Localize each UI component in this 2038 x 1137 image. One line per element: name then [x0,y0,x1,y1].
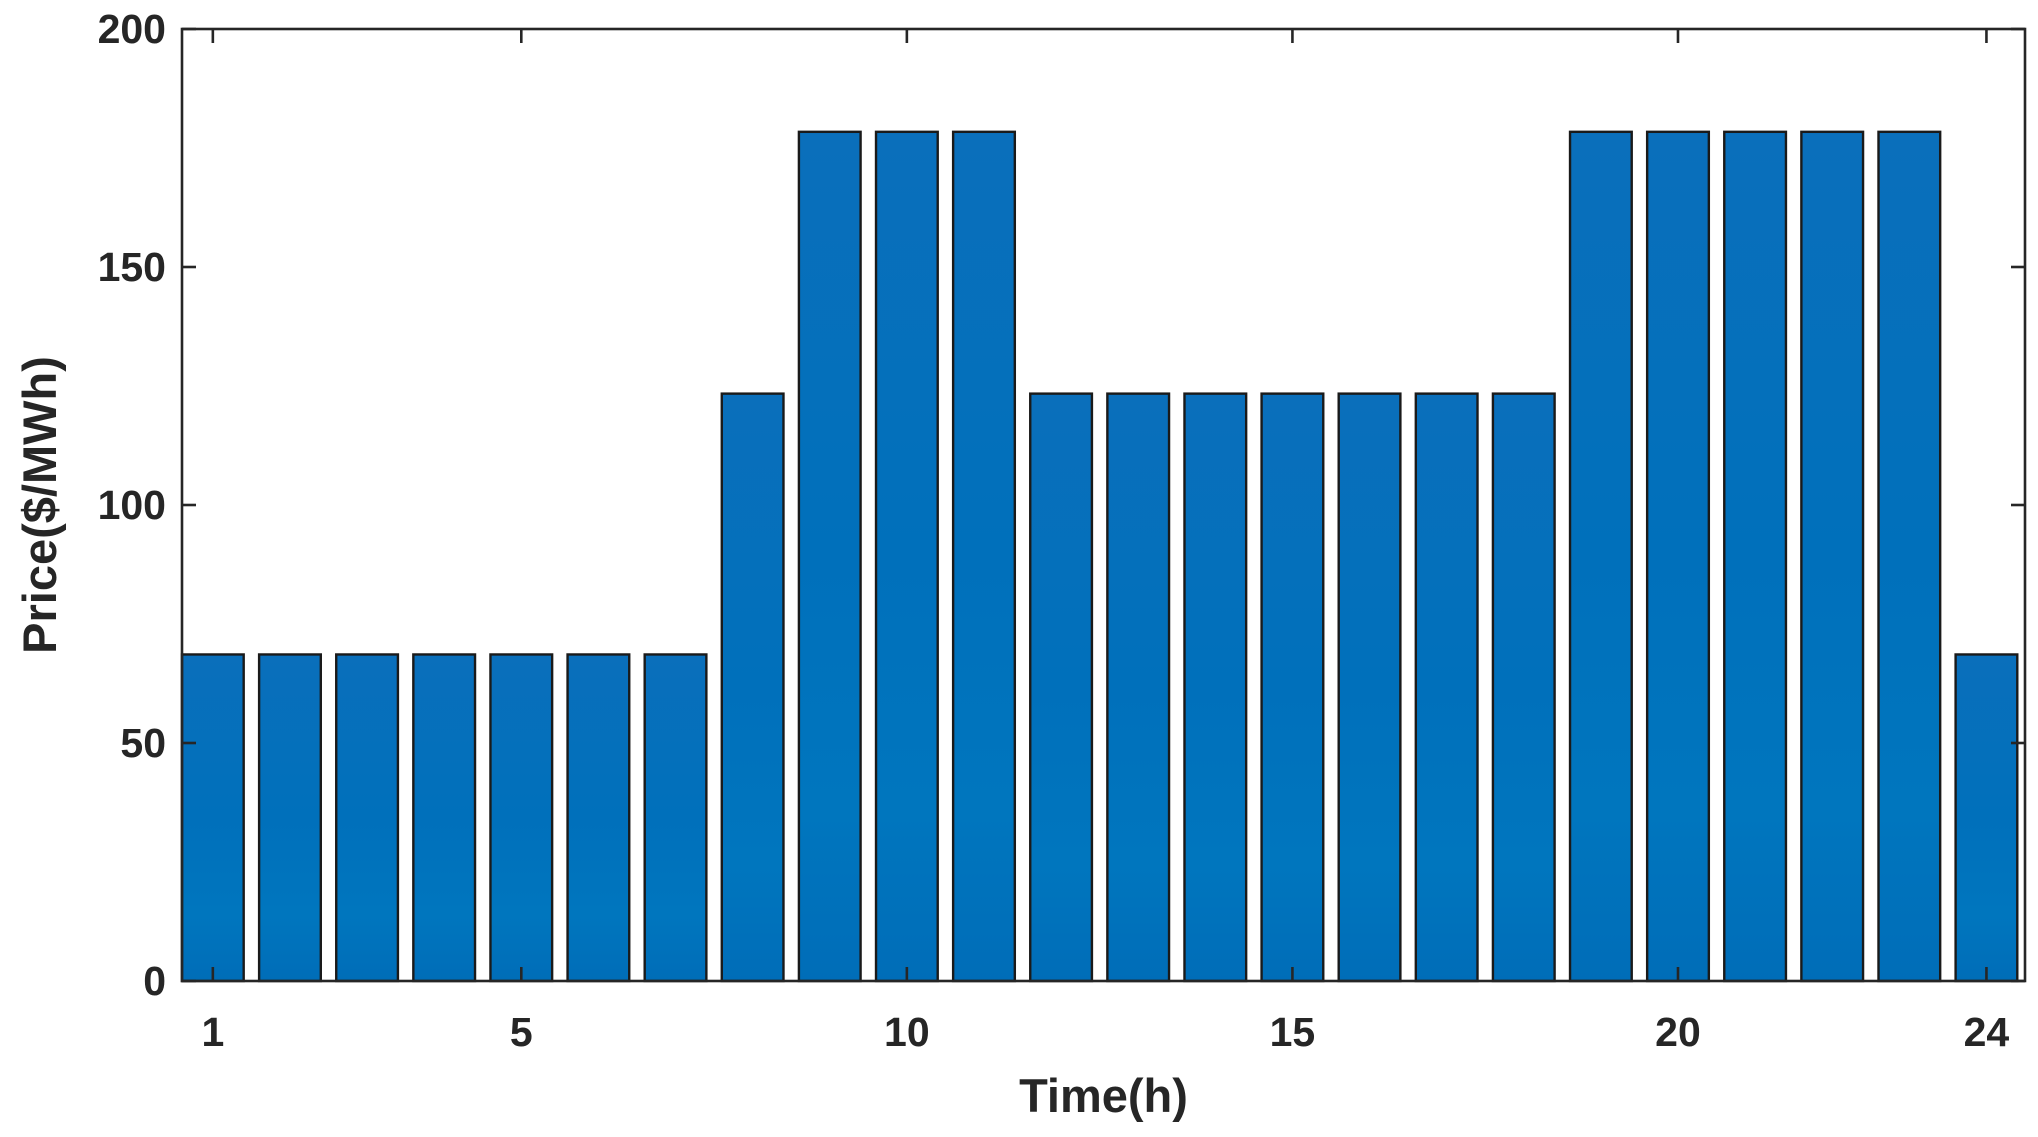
x-tick-label-5: 5 [510,1009,533,1055]
x-tick-label-15: 15 [1270,1009,1316,1055]
bar-hour-17 [1414,392,1479,983]
bar-hour-23 [1877,130,1942,983]
bar-hour-8 [720,392,785,983]
y-tick-label-100: 100 [98,482,166,528]
bar-hour-19 [1568,130,1633,983]
x-tick-label-10: 10 [884,1009,930,1055]
ticks-layer [182,27,2025,983]
y-axis-label: Price($/MWh) [13,356,66,654]
bar-hour-14 [1183,392,1248,983]
x-tick-label-20: 20 [1655,1009,1701,1055]
bar-hour-16 [1337,392,1402,983]
y-tick-label-50: 50 [120,720,166,766]
bar-hour-10 [874,130,939,983]
x-tick-labels: 1 5 10 15 20 24 [201,1009,2009,1055]
bar-hour-4 [412,653,477,983]
y-tick-label-150: 150 [98,244,166,290]
x-tick-label-1: 1 [201,1009,224,1055]
bar-hour-13 [1106,392,1171,983]
bar-hour-15 [1260,392,1325,983]
bar-hour-7 [643,653,708,983]
x-axis-label: Time(h) [1019,1069,1188,1122]
bar-hour-1 [180,653,245,983]
bar-hour-9 [797,130,862,983]
bar-hour-3 [335,653,400,983]
bar-hour-20 [1645,130,1711,983]
bar-hour-6 [566,653,631,983]
y-tick-label-0: 0 [143,958,166,1004]
bar-hour-18 [1491,392,1556,983]
bar-hour-11 [951,130,1017,983]
bar-hour-2 [257,653,322,983]
bar-hour-12 [1029,392,1094,983]
bar-hour-22 [1800,130,1865,983]
bar-hour-21 [1723,130,1788,983]
y-tick-labels: 0 50 100 150 200 [98,6,166,1004]
bar-hour-24 [1954,653,2019,983]
x-tick-label-24: 24 [1964,1009,2010,1055]
bars-layer [180,130,2019,983]
y-tick-label-200: 200 [98,6,166,52]
bar-hour-5 [489,653,554,983]
